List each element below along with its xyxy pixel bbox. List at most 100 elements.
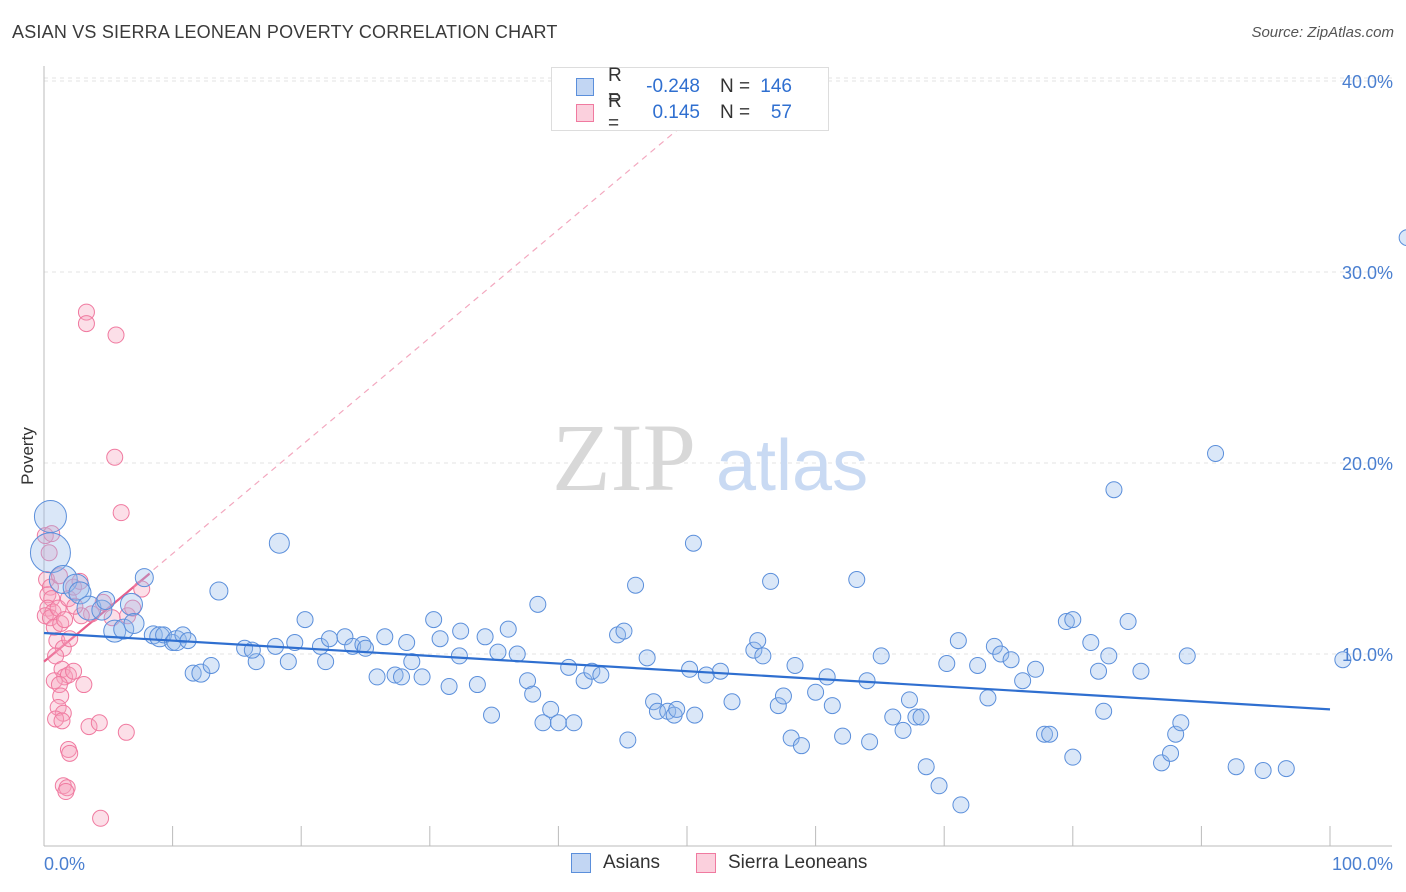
x-tick-label: 0.0% bbox=[44, 854, 85, 874]
data-point-asians bbox=[792, 737, 810, 755]
data-point-sierra bbox=[47, 710, 65, 728]
data-point-sierra bbox=[75, 676, 93, 694]
data-point-sierra bbox=[107, 326, 125, 344]
data-point-asians bbox=[476, 628, 494, 646]
data-point-asians bbox=[615, 622, 633, 640]
data-point-asians bbox=[583, 662, 601, 680]
x-tick-labels: 0.0% 100.0% bbox=[44, 854, 1393, 874]
legend-swatch-asians bbox=[576, 78, 594, 96]
data-point-asians bbox=[529, 595, 547, 613]
data-point-asians bbox=[907, 708, 925, 726]
data-point-asians bbox=[681, 660, 699, 678]
data-point-asians bbox=[1057, 613, 1075, 631]
trend-line-sierra-dashed bbox=[43, 99, 714, 663]
y-axis-label: Poverty bbox=[18, 427, 37, 485]
data-point-asians bbox=[209, 581, 229, 601]
trend-line-asians bbox=[43, 631, 1331, 711]
data-point-asians bbox=[542, 700, 560, 718]
bottom-legend-swatch-asians bbox=[571, 853, 591, 873]
data-point-asians bbox=[368, 668, 386, 686]
data-point-sierra bbox=[77, 315, 95, 333]
data-point-asians bbox=[872, 647, 890, 665]
data-point-asians bbox=[684, 534, 702, 552]
data-point-asians bbox=[489, 643, 507, 661]
data-point-asians bbox=[1162, 744, 1180, 762]
data-point-asians bbox=[861, 733, 879, 751]
data-point-asians bbox=[917, 758, 935, 776]
data-point-asians bbox=[762, 572, 780, 590]
data-point-sierra bbox=[36, 527, 54, 545]
data-point-asians bbox=[549, 714, 567, 732]
y-tick-label: 20.0% bbox=[1342, 454, 1393, 474]
gridlines bbox=[44, 77, 1392, 655]
data-point-asians bbox=[900, 691, 918, 709]
legend-n-label: N = bbox=[720, 76, 751, 97]
data-point-asians bbox=[29, 532, 71, 574]
data-point-asians bbox=[48, 565, 78, 595]
data-point-asians bbox=[769, 697, 787, 715]
data-point-asians bbox=[202, 656, 220, 674]
trend-asians bbox=[43, 631, 1331, 711]
data-point-asians bbox=[754, 647, 772, 665]
data-point-asians bbox=[386, 666, 404, 684]
data-point-asians bbox=[431, 630, 449, 648]
data-point-asians bbox=[91, 599, 113, 621]
data-point-asians bbox=[745, 641, 763, 659]
data-point-asians bbox=[1041, 725, 1059, 743]
axes bbox=[43, 66, 1392, 847]
data-point-asians bbox=[979, 689, 997, 707]
data-point-asians bbox=[452, 622, 470, 640]
watermark-zip: ZIP bbox=[552, 404, 696, 511]
bottom-legend-asians[interactable]: Asians bbox=[571, 852, 660, 874]
data-point-asians bbox=[1014, 672, 1032, 690]
data-point-asians bbox=[774, 687, 792, 705]
data-point-asians bbox=[668, 700, 686, 718]
legend-row-sierra: R = 0.145 N = 57 bbox=[576, 91, 792, 134]
legend-r-value: 0.145 bbox=[652, 102, 700, 123]
data-point-asians bbox=[894, 721, 912, 739]
data-point-sierra bbox=[38, 571, 56, 589]
data-point-asians bbox=[1105, 481, 1123, 499]
data-point-asians bbox=[848, 571, 866, 589]
data-point-asians bbox=[317, 653, 335, 671]
legend-n-value: 57 bbox=[770, 102, 792, 123]
data-point-sierra bbox=[112, 504, 130, 522]
data-point-asians bbox=[969, 656, 987, 674]
data-point-asians bbox=[534, 714, 552, 732]
legend-swatch-sierra bbox=[576, 104, 594, 122]
data-point-asians bbox=[686, 706, 704, 724]
data-point-asians bbox=[413, 668, 431, 686]
data-point-sierra bbox=[106, 448, 124, 466]
data-point-asians bbox=[1153, 754, 1171, 772]
points-sierra-leoneans bbox=[36, 303, 151, 827]
data-point-sierra bbox=[53, 712, 71, 730]
source-label: Source: ZipAtlas.com bbox=[1251, 24, 1394, 41]
y-tick-label: 10.0% bbox=[1342, 645, 1393, 665]
data-point-sierra bbox=[90, 714, 108, 732]
data-point-asians bbox=[560, 658, 578, 676]
data-point-asians bbox=[184, 664, 202, 682]
legend-r-value: -0.248 bbox=[646, 76, 700, 97]
legend-r-label: R = bbox=[608, 65, 622, 108]
data-point-asians bbox=[952, 796, 970, 814]
data-point-asians bbox=[1027, 660, 1045, 678]
watermark-atlas: atlas bbox=[716, 426, 868, 506]
data-point-sierra bbox=[40, 544, 58, 562]
points-asians bbox=[29, 229, 1406, 814]
data-point-asians bbox=[33, 499, 67, 533]
data-point-asians bbox=[834, 727, 852, 745]
y-tick-label: 40.0% bbox=[1342, 72, 1393, 92]
data-point-asians bbox=[468, 676, 486, 694]
data-point-asians bbox=[1090, 662, 1108, 680]
legend-row-asians: R = -0.248 N = 146 bbox=[576, 65, 792, 108]
bottom-legend-sierra[interactable]: Sierra Leoneans bbox=[696, 852, 867, 874]
data-point-asians bbox=[1064, 748, 1082, 766]
data-point-asians bbox=[268, 532, 290, 554]
data-point-asians bbox=[1036, 725, 1054, 743]
data-point-asians bbox=[638, 649, 656, 667]
data-point-asians bbox=[648, 702, 666, 720]
data-point-asians bbox=[123, 612, 145, 634]
data-point-asians bbox=[320, 630, 338, 648]
data-point-asians bbox=[1082, 634, 1100, 652]
data-point-asians bbox=[723, 693, 741, 711]
